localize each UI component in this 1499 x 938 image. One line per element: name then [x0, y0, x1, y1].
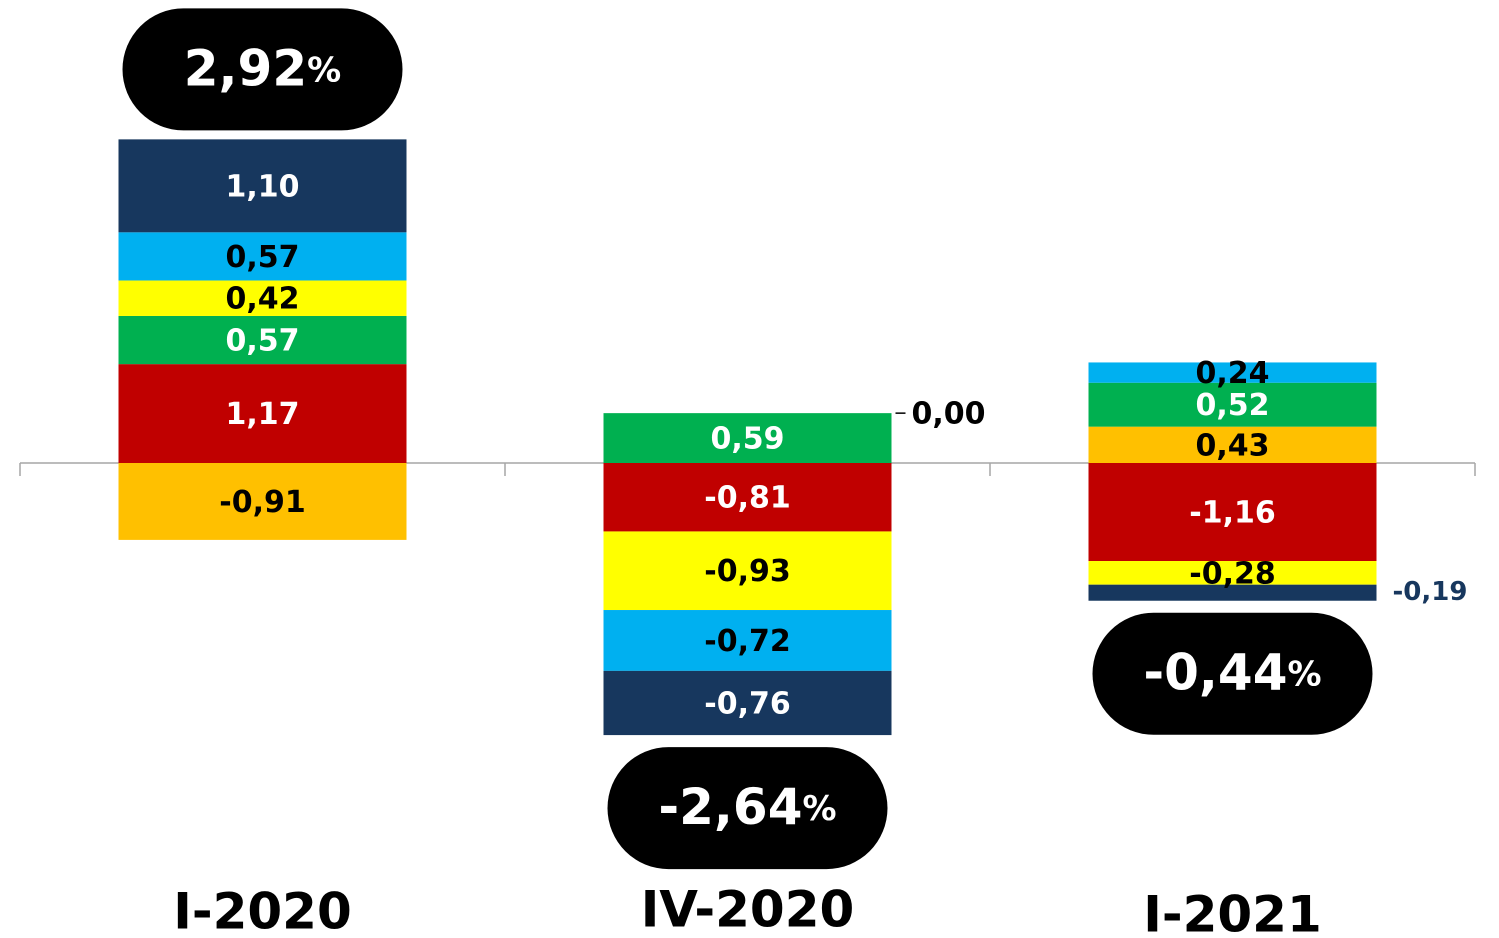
bar-segment-label: -0,91: [219, 485, 305, 520]
bar-segment-label: 0,57: [225, 240, 299, 275]
bar-segment-label: 0,52: [1195, 388, 1269, 423]
bar-segment: [603, 413, 892, 463]
bar-segment: [1088, 382, 1377, 427]
total-bubble: [607, 747, 888, 870]
bars-layer: [118, 139, 1377, 736]
bar-segment-label: 1,10: [225, 169, 299, 204]
bar-segment: [118, 463, 407, 540]
bar-segment: [118, 139, 407, 233]
bar-segment: [603, 670, 892, 736]
bar-segment-label: -0,81: [704, 481, 790, 516]
category-label: IV-2020: [641, 881, 855, 938]
total-percent-sign: %: [1288, 654, 1322, 694]
total-label: -2,64%: [658, 778, 836, 836]
category-label: I-2020: [173, 883, 352, 938]
bar-segment: [1088, 463, 1377, 562]
totals-layer: 2,92%-2,64%-0,44%: [122, 8, 1373, 870]
bar-segment-label: 0,24: [1195, 356, 1269, 391]
bar-segment: [1088, 561, 1377, 585]
bar-segment: [1088, 584, 1377, 601]
bar-segment: [1088, 362, 1377, 383]
bar-segment-label: -1,16: [1189, 496, 1275, 531]
bar-segment-label: 0,57: [225, 324, 299, 359]
bar-segment-label: 1,17: [225, 397, 299, 432]
total-bubble: [122, 8, 403, 131]
category-label: I-2021: [1143, 886, 1322, 938]
total-label: 2,92%: [184, 39, 341, 97]
bar-segment: [118, 315, 407, 365]
bar-segment-label: -0,72: [704, 624, 790, 659]
bar-segment: [1088, 426, 1377, 463]
total-value: -0,44: [1143, 643, 1287, 701]
bar-segment: [603, 531, 892, 611]
bar-segment: [603, 610, 892, 671]
bar-segment-label: 0,43: [1195, 428, 1269, 463]
bar-segment: [118, 280, 407, 316]
total-label: -0,44%: [1143, 643, 1321, 701]
total-bubble: [1092, 612, 1373, 735]
bar-segment-label: -0,76: [704, 686, 790, 721]
labels-layer: -0,91 1,17 0,57 0,42 0,57 1,10 0,59 -0,81 0,00 -0…: [219, 169, 1467, 721]
bar-segment-label: -0,28: [1189, 556, 1275, 591]
bar-segment-label: 0,59: [710, 422, 784, 457]
total-value: -2,64: [658, 778, 802, 836]
bar-segment-label: 0,00: [912, 397, 986, 432]
bar-segment: [603, 463, 892, 532]
category-layer: I-2020 IV-2020 I-2021: [173, 881, 1322, 938]
bar-segment-label: -0,93: [704, 554, 790, 589]
total-percent-sign: %: [307, 50, 341, 90]
total-value: 2,92: [184, 39, 307, 97]
bar-segment: [118, 232, 407, 281]
total-percent-sign: %: [803, 789, 837, 829]
bar-segment: [118, 364, 407, 463]
bar-segment-label: 0,42: [225, 282, 299, 317]
bar-segment-label: -0,19: [1393, 577, 1468, 607]
